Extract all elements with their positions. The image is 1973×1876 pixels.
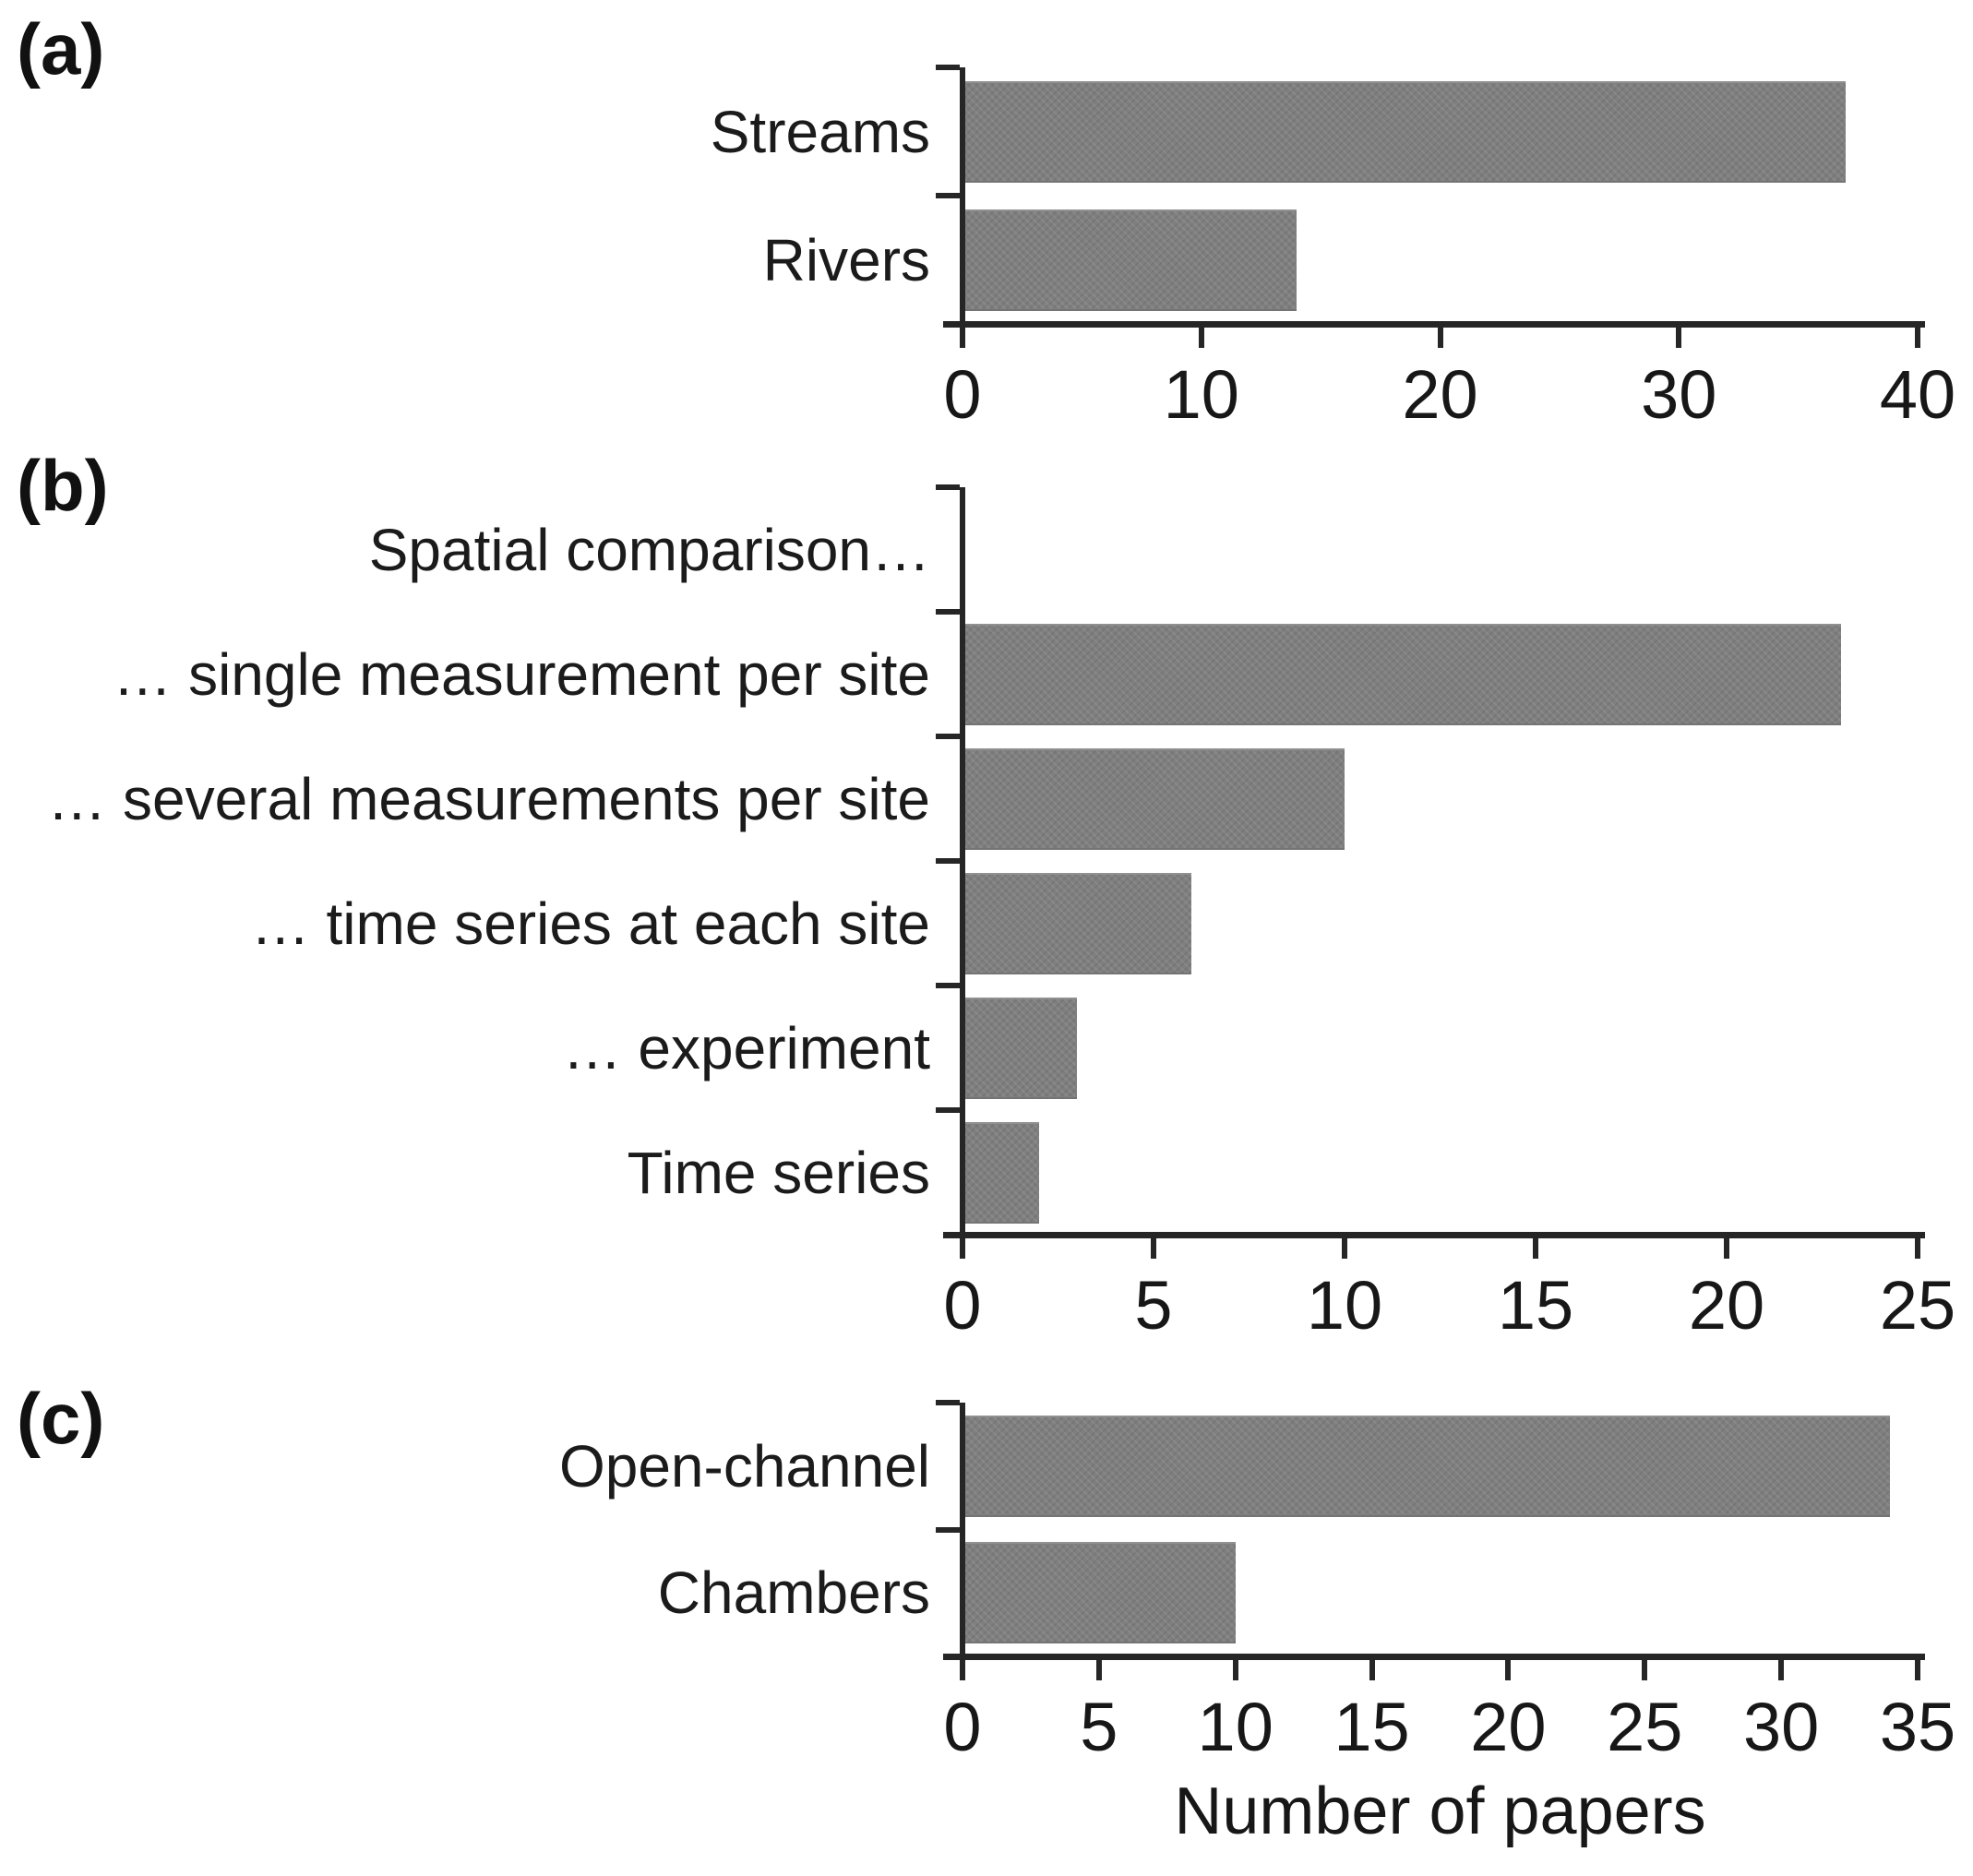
category-label-chambers: Chambers <box>657 1559 930 1627</box>
x-tick <box>1676 328 1682 348</box>
y-axis <box>960 67 965 324</box>
x-tick <box>1724 1238 1729 1259</box>
x-tick <box>1915 1660 1920 1680</box>
x-axis-title: Number of papers <box>1174 1774 1706 1848</box>
x-axis <box>943 321 1925 328</box>
category-label-streams: Streams <box>710 98 930 165</box>
x-tick-label: 10 <box>1163 356 1239 433</box>
panel-a-label: (a) <box>17 8 105 90</box>
y-axis <box>960 487 965 1235</box>
x-tick-label: 15 <box>1497 1267 1574 1344</box>
x-tick <box>1151 1238 1156 1259</box>
category-label-open-channel: Open-channel <box>558 1432 930 1500</box>
category-label-several-measurements-per-site: … several measurements per site <box>47 765 930 832</box>
x-tick <box>1369 1660 1375 1680</box>
x-tick <box>1342 1238 1347 1259</box>
y-axis-tick <box>936 65 960 70</box>
bar-time-series <box>965 1121 1039 1224</box>
bar-streams <box>965 80 1847 183</box>
x-tick-label: 35 <box>1879 1689 1956 1765</box>
y-axis-tick <box>936 1107 960 1113</box>
category-label-time-series: Time series <box>627 1139 930 1206</box>
bar-time-series-at-each-site <box>965 872 1192 974</box>
x-axis <box>943 1654 1925 1660</box>
x-tick-label: 10 <box>1306 1267 1383 1344</box>
x-tick <box>1437 328 1443 348</box>
y-axis-tick <box>936 983 960 988</box>
bar-chambers <box>965 1542 1236 1644</box>
bar-rivers <box>965 209 1297 311</box>
y-axis-tick <box>936 1400 960 1405</box>
category-label-time-series-at-each-site: … time series at each site <box>250 890 930 957</box>
x-tick-label: 40 <box>1879 356 1956 433</box>
x-tick-label: 30 <box>1641 356 1717 433</box>
x-tick-label: 10 <box>1197 1689 1273 1765</box>
y-axis-tick <box>936 609 960 615</box>
category-label-single-measurement-per-site: … single measurement per site <box>113 640 930 708</box>
x-tick <box>960 328 965 348</box>
x-tick-label: 20 <box>1470 1689 1547 1765</box>
y-axis-tick <box>936 484 960 490</box>
x-tick <box>960 1660 965 1680</box>
panel-b-label: (b) <box>17 445 109 526</box>
x-tick <box>1095 1660 1102 1680</box>
x-tick <box>1642 1660 1648 1680</box>
x-tick-label: 20 <box>1688 1267 1765 1344</box>
x-tick-label: 5 <box>1134 1267 1173 1344</box>
x-tick-label: 20 <box>1402 356 1478 433</box>
x-tick-label: 0 <box>943 1689 982 1765</box>
x-tick <box>1232 1660 1238 1680</box>
x-tick <box>1533 1238 1538 1259</box>
x-tick <box>1198 328 1204 348</box>
x-tick-label: 15 <box>1333 1689 1410 1765</box>
x-tick <box>1778 1660 1785 1680</box>
bar-open-channel <box>965 1415 1891 1517</box>
bar-experiment <box>965 997 1078 1099</box>
panel-c-label: (c) <box>17 1378 105 1459</box>
bar-single-measurement-per-site <box>965 623 1842 725</box>
x-tick-label: 5 <box>1080 1689 1118 1765</box>
x-tick <box>1505 1660 1512 1680</box>
x-tick <box>1915 1238 1920 1259</box>
y-axis-tick <box>936 734 960 739</box>
y-axis-tick <box>936 1526 960 1533</box>
x-tick-label: 0 <box>943 356 982 433</box>
x-tick-label: 30 <box>1742 1689 1820 1765</box>
x-tick-label: 0 <box>943 1267 982 1344</box>
x-tick-label: 25 <box>1879 1267 1956 1344</box>
y-axis <box>960 1403 965 1656</box>
x-tick-label: 25 <box>1607 1689 1683 1765</box>
y-axis-tick <box>936 858 960 864</box>
x-tick <box>960 1238 965 1259</box>
bar-several-measurements-per-site <box>965 747 1345 850</box>
category-label-rivers: Rivers <box>762 226 930 293</box>
category-label-experiment: … experiment <box>562 1014 930 1081</box>
y-axis-tick <box>936 193 960 198</box>
x-tick <box>1915 328 1920 348</box>
category-label-spatial-comparison: Spatial comparison… <box>368 516 930 583</box>
x-axis <box>943 1232 1925 1238</box>
